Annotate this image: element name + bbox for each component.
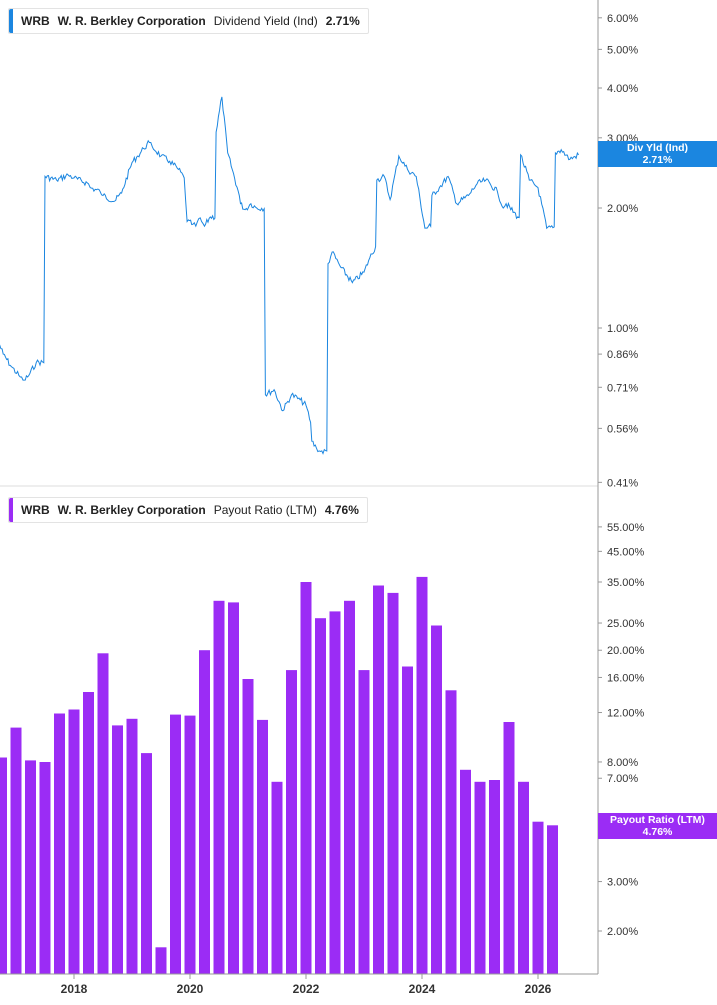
y-tick-label: 16.00% <box>607 672 645 684</box>
payout-bar <box>358 670 370 974</box>
payout-bar <box>97 653 109 974</box>
payout-bar <box>547 825 558 974</box>
y-tick-label: 25.00% <box>607 618 645 630</box>
yield-swatch <box>9 9 13 33</box>
payout-bar <box>518 781 529 974</box>
y-tick-label: 0.71% <box>607 382 638 394</box>
x-tick-label: 2026 <box>525 982 552 996</box>
payout-bar <box>402 666 413 974</box>
payout-bar <box>489 780 500 974</box>
x-tick-label: 2022 <box>293 982 320 996</box>
x-tick-label: 2020 <box>177 982 204 996</box>
y-tick-label: 55.00% <box>607 522 645 534</box>
y-tick-label: 45.00% <box>607 546 645 558</box>
yield-axis: 6.00%5.00%4.00%3.00%2.00%1.00%0.86%0.71%… <box>598 13 638 489</box>
yield-legend: WRB W. R. Berkley Corporation Dividend Y… <box>8 8 369 34</box>
payout-bar <box>242 679 254 974</box>
payout-bar <box>199 650 210 974</box>
y-tick-label: 5.00% <box>607 44 638 56</box>
payout-bar <box>141 753 152 974</box>
payout-bar <box>286 670 297 974</box>
payout-bar <box>25 760 36 974</box>
payout-bar <box>431 625 442 974</box>
payout-bar <box>503 722 515 974</box>
payout-bar <box>445 690 457 974</box>
x-axis: 2018 2020 2022 2024 2026 <box>61 974 552 996</box>
tag-label: Div Yld (Ind) <box>626 142 689 154</box>
payout-bar <box>416 576 428 974</box>
legend-metric: Payout Ratio (LTM) <box>213 503 317 517</box>
payout-legend: WRB W. R. Berkley Corporation Payout Rat… <box>8 497 368 523</box>
legend-ticker: WRB <box>21 14 50 28</box>
payout-bar <box>83 692 94 974</box>
payout-bar <box>39 762 51 974</box>
payout-bar <box>387 592 399 974</box>
y-tick-label: 35.00% <box>607 577 645 589</box>
y-tick-label: 1.00% <box>607 323 638 335</box>
tag-value: 4.76% <box>642 826 673 838</box>
payout-bar <box>126 718 138 974</box>
x-tick-label: 2024 <box>409 982 436 996</box>
x-tick-label: 2018 <box>61 982 88 996</box>
legend-company: W. R. Berkley Corporation <box>57 503 206 517</box>
payout-bar <box>271 781 283 974</box>
legend-ticker: WRB <box>21 503 50 517</box>
payout-bar <box>257 719 268 974</box>
legend-value: 4.76% <box>324 503 359 517</box>
payout-bar <box>373 585 384 974</box>
payout-bar <box>474 781 486 974</box>
y-tick-label: 4.00% <box>607 83 638 95</box>
y-tick-label: 0.41% <box>607 477 638 489</box>
y-tick-label: 7.00% <box>607 773 638 785</box>
y-tick-label: 2.00% <box>607 203 638 215</box>
payout-bar <box>213 600 225 974</box>
payout-bar <box>54 713 65 974</box>
legend-metric: Dividend Yield (Ind) <box>213 14 318 28</box>
payout-bar <box>10 727 22 974</box>
y-tick-label: 12.00% <box>607 708 645 720</box>
y-tick-label: 3.00% <box>607 877 638 889</box>
payout-bar <box>170 714 181 974</box>
payout-bar <box>532 821 544 974</box>
payout-swatch <box>9 498 13 522</box>
tag-value: 2.71% <box>642 154 673 166</box>
payout-bar <box>112 725 123 974</box>
payout-bars <box>0 576 558 974</box>
payout-axis: 55.00% 45.00% 35.00% 25.00% 20.00% 16.00% 12.0… <box>598 522 645 938</box>
y-tick-label: 0.86% <box>607 349 638 361</box>
y-tick-label: 2.00% <box>607 926 638 938</box>
payout-bar <box>315 618 326 974</box>
payout-bar <box>329 611 341 974</box>
y-tick-label: 20.00% <box>607 645 645 657</box>
y-tick-label: 6.00% <box>607 13 638 25</box>
payout-bar <box>0 757 7 974</box>
y-tick-label: 8.00% <box>607 757 638 769</box>
dividend-yield-line <box>0 96 580 455</box>
payout-bar <box>184 715 196 974</box>
payout-bar <box>228 602 239 974</box>
payout-bar <box>344 600 355 974</box>
legend-company: W. R. Berkley Corporation <box>57 14 206 28</box>
legend-value: 2.71% <box>325 14 360 28</box>
payout-bar <box>68 709 80 974</box>
payout-bar <box>460 769 471 974</box>
payout-bar <box>300 582 312 974</box>
tag-label: Payout Ratio (LTM) <box>610 814 705 826</box>
payout-bar <box>155 947 167 974</box>
yield-value-tag: Div Yld (Ind) 2.71% <box>598 141 717 167</box>
payout-value-tag: Payout Ratio (LTM) 4.76% <box>598 813 717 839</box>
y-tick-label: 0.56% <box>607 423 638 435</box>
